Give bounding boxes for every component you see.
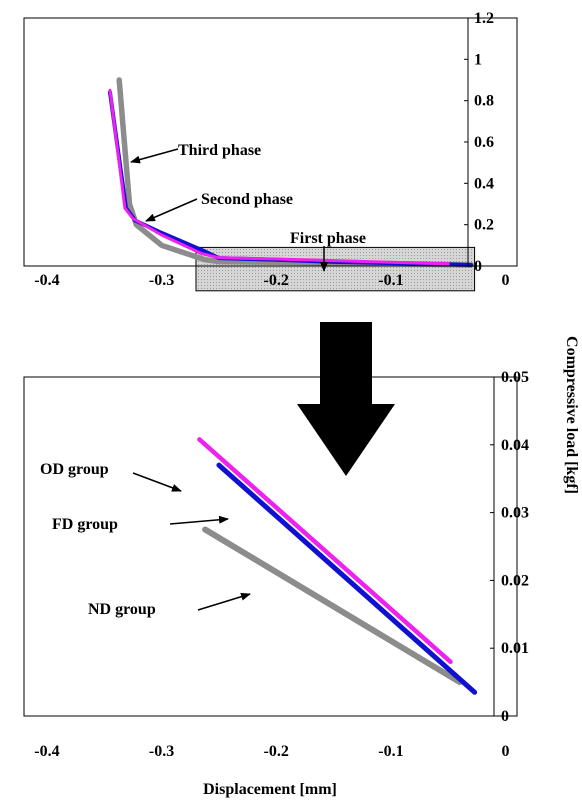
top-series-line-3: [108, 88, 450, 266]
x-axis-label: Displacement [mm]: [203, 781, 337, 798]
first-phase-label: First phase: [290, 230, 366, 247]
fd-group-arrow: [169, 515, 229, 525]
bottom-y-tick-label: 0.01: [501, 640, 529, 657]
bottom-x-tick-label: -0.1: [378, 743, 403, 760]
bottom-x-tick-label: -0.3: [149, 743, 174, 760]
top-y-ticks: 0 0.2 0.4 0.6 0.8 1 1.2: [464, 10, 494, 275]
bottom-series-line-3: [197, 437, 453, 665]
third-phase-arrow: [130, 148, 179, 164]
top-y-tick-label: 1: [474, 51, 482, 68]
top-y-tick-label: 0.8: [474, 93, 494, 110]
bottom-series-line-2: [216, 462, 478, 695]
bottom-y-tick-label: 0.02: [501, 572, 529, 589]
bottom-y-tick-label: 0: [501, 708, 509, 725]
top-series-group: [108, 77, 474, 268]
bottom-x-ticks: -0.4 -0.3 -0.2 -0.1 0: [34, 743, 509, 760]
bottom-chart: -0.4 -0.3 -0.2 -0.1 0 00.010.020.030.040.05 …: [23, 369, 529, 760]
bottom-y-ticks: 0 0.01 0.02 0.03 0.04 0.05: [490, 369, 529, 725]
bottom-x-tick-label: -0.2: [264, 743, 289, 760]
second-phase-arrow: [145, 198, 198, 222]
fd-group-label: FD group: [52, 516, 118, 533]
top-x-tick-label: -0.3: [149, 272, 174, 289]
first-phase-highlight-box: [195, 246, 476, 292]
nd-group-label: ND group: [88, 601, 156, 618]
top-x-tick-label: -0.2: [264, 272, 289, 289]
top-x-tick-label: 0: [502, 272, 510, 289]
top-plot-frame: [23, 17, 518, 267]
bottom-series-line-1: [202, 526, 463, 686]
top-y-tick-label: 0: [474, 258, 482, 275]
top-y-tick-label: 0.4: [474, 175, 494, 192]
top-x-tick-label: -0.4: [34, 272, 59, 289]
bottom-x-tick-label: 0: [502, 743, 510, 760]
top-x-tick-label: -0.1: [378, 272, 403, 289]
top-y-tick-label: 0.2: [474, 217, 494, 234]
bottom-y-tick-label: 0.05: [501, 369, 529, 386]
zoom-arrow: [297, 322, 395, 476]
od-group-arrow: [132, 472, 182, 492]
bottom-series-group: [197, 437, 478, 695]
top-chart: -0.4 -0.3 -0.2 -0.1 0 0 0.2 0.4 0.6 0.8 1 1.2 Thir…: [23, 10, 518, 292]
second-phase-label: Second phase: [201, 191, 293, 208]
bottom-y-tick-label: 0.04: [501, 437, 529, 454]
od-group-label: OD group: [40, 461, 109, 478]
y-axis-label: Compressive load [kgf]: [563, 336, 580, 494]
bottom-x-tick-label: -0.4: [34, 743, 59, 760]
top-y-tick-label: 1.2: [474, 10, 494, 27]
top-x-ticks: -0.4 -0.3 -0.2 -0.1 0: [34, 272, 509, 289]
third-phase-label: Third phase: [178, 142, 261, 159]
top-y-tick-label: 0.6: [474, 134, 494, 151]
bottom-y-tick-label: 0.03: [501, 505, 529, 522]
nd-group-arrow: [197, 592, 251, 611]
